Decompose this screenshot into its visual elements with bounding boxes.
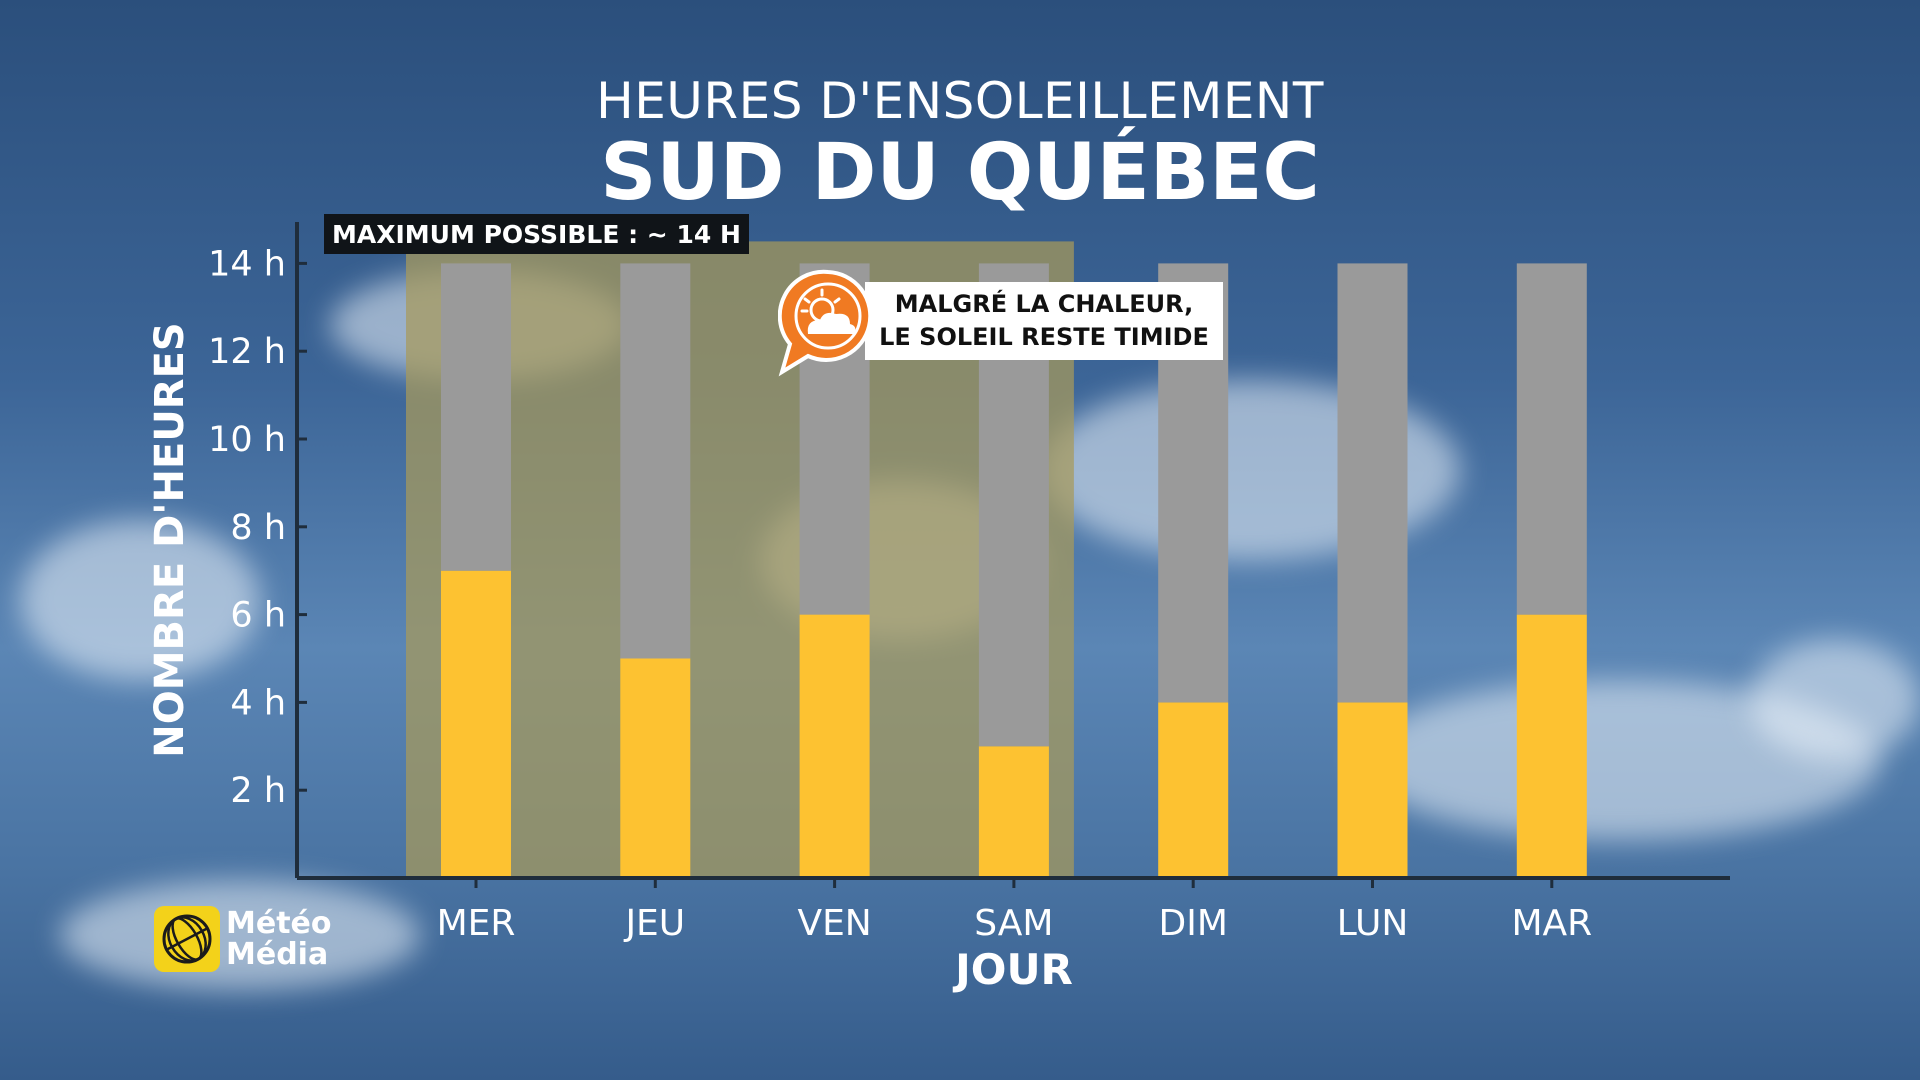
logo-line-2: Média [226,937,329,972]
y-tick-label: 12 h [208,332,286,372]
sun-bar-ven [799,614,870,878]
annotation-callout: MALGRÉ LA CHALEUR, LE SOLEIL RESTE TIMID… [865,282,1223,360]
sun-bar-lun [1337,702,1408,878]
globe-icon [154,906,220,972]
y-tick-label: 2 h [230,771,286,811]
sun-bar-jeu [620,658,691,878]
annotation-line-2: LE SOLEIL RESTE TIMIDE [879,323,1209,351]
y-tick-label: 10 h [208,420,286,460]
y-tick-label: 6 h [230,596,286,636]
x-tick-label: JEU [623,903,685,944]
x-tick-label: MAR [1511,903,1592,944]
remaining-bar-mar [1516,263,1587,615]
chart-subtitle: SUD DU QUÉBEC [600,128,1320,218]
sun-bar-mar [1516,614,1587,878]
x-tick-label: DIM [1158,903,1227,944]
annotation-line-1: MALGRÉ LA CHALEUR, [894,290,1194,318]
sun-bar-sam [978,746,1049,878]
y-tick-label: 8 h [230,508,286,548]
x-tick-label: LUN [1337,903,1409,944]
x-tick-label: SAM [974,903,1053,944]
y-tick-label: 14 h [208,244,286,284]
x-tick-label: MER [437,903,516,944]
remaining-bar-jeu [620,263,691,659]
meteomedia-logo: Météo Média [154,906,332,972]
chart-title: HEURES D'ENSOLEILLEMENT [596,72,1324,130]
max-possible-text: MAXIMUM POSSIBLE : ~ 14 H [332,219,741,249]
remaining-bar-lun [1337,263,1408,703]
y-axis-label: NOMBRE D'HEURES [147,322,193,758]
logo-line-1: Météo [226,906,332,941]
y-tick-label: 4 h [230,683,286,723]
sun-bar-dim [1158,702,1229,878]
sun-bar-mer [441,570,511,878]
x-axis-label: JOUR [955,945,1073,994]
remaining-bar-mer [441,263,511,571]
max-possible-label: MAXIMUM POSSIBLE : ~ 14 H [324,214,749,254]
x-tick-label: VEN [797,903,871,944]
sun-behind-cloud-icon [778,269,873,377]
